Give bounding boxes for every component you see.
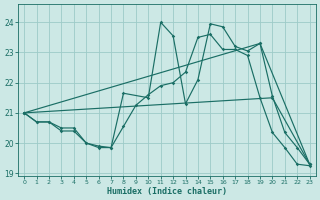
- X-axis label: Humidex (Indice chaleur): Humidex (Indice chaleur): [107, 187, 227, 196]
